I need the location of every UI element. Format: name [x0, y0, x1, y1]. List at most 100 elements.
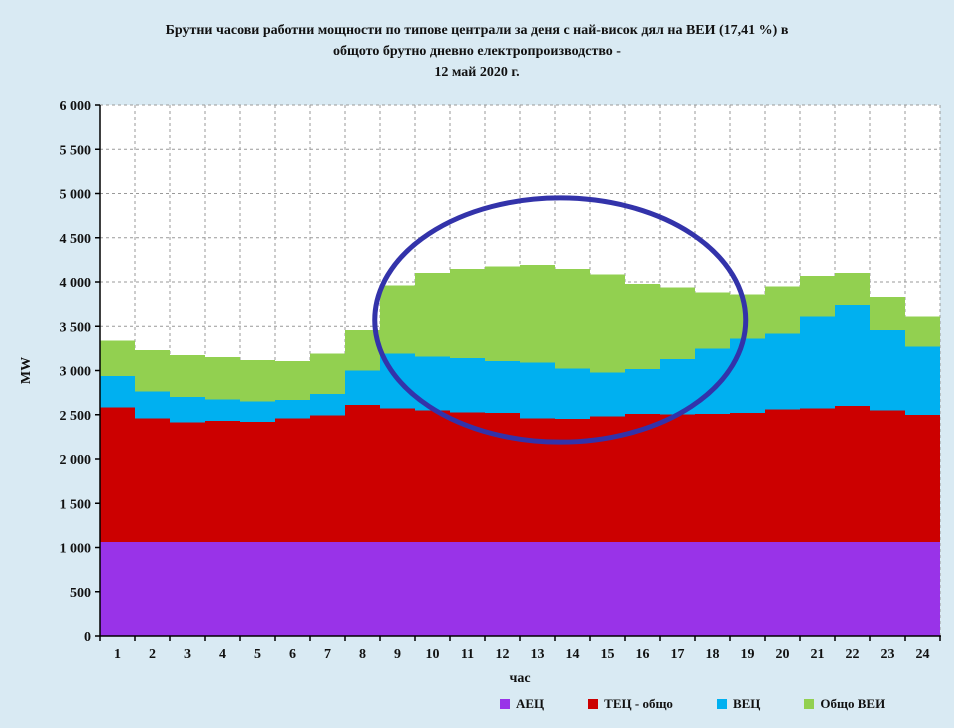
stack-segment-3-hour-19: [730, 338, 765, 413]
stack-segment-4-hour-1: [100, 340, 135, 376]
stack-segment-3-hour-24: [905, 346, 940, 415]
legend-item-Общо-ВЕИ: Общо ВЕИ: [804, 696, 885, 712]
y-tick-label: 500: [70, 586, 91, 601]
x-tick-label: 6: [289, 647, 296, 662]
legend-item-ВЕЦ: ВЕЦ: [716, 696, 761, 712]
x-tick-label: 1: [114, 647, 121, 662]
stack-segment-1-hour-19: [730, 542, 765, 636]
stack-segment-2-hour-10: [415, 410, 450, 543]
stack-segment-1-hour-12: [485, 542, 520, 636]
stack-segment-4-hour-12: [485, 266, 520, 361]
y-tick-label: 6 000: [60, 99, 92, 114]
stack-segment-1-hour-8: [345, 542, 380, 636]
stack-segment-2-hour-14: [555, 419, 590, 543]
stack-segment-1-hour-1: [100, 542, 135, 636]
x-tick-label: 23: [881, 647, 895, 662]
stack-segment-1-hour-3: [170, 542, 205, 636]
stack-segment-4-hour-10: [415, 273, 450, 357]
y-tick-label: 1 000: [60, 542, 92, 557]
stack-segment-3-hour-15: [590, 372, 625, 417]
legend-swatch-icon: [588, 699, 599, 709]
stack-segment-4-hour-22: [835, 273, 870, 306]
legend-item-АЕЦ: АЕЦ: [500, 696, 544, 712]
x-tick-label: 19: [741, 647, 755, 662]
x-tick-label: 12: [496, 647, 510, 662]
legend-item-ТЕЦ-общо: ТЕЦ - общо: [588, 696, 673, 712]
stack-segment-4-hour-14: [555, 269, 590, 369]
stack-segment-3-hour-6: [275, 400, 310, 419]
stack-segment-1-hour-20: [765, 542, 800, 636]
legend-swatch-icon: [804, 699, 815, 709]
stack-segment-3-hour-4: [205, 399, 240, 421]
stack-segment-1-hour-16: [625, 542, 660, 636]
stack-segment-1-hour-21: [800, 542, 835, 636]
stack-segment-2-hour-19: [730, 412, 765, 543]
stack-segment-4-hour-4: [205, 356, 240, 400]
x-tick-label: 5: [254, 647, 261, 662]
legend-swatch-icon: [500, 699, 510, 709]
stack-segment-4-hour-13: [520, 265, 555, 363]
x-tick-label: 24: [916, 647, 930, 662]
x-tick-label: 20: [776, 647, 790, 662]
stack-segment-4-hour-11: [450, 269, 485, 359]
stack-segment-1-hour-6: [275, 542, 310, 636]
y-tick-label: 4 500: [60, 232, 92, 247]
stack-segment-3-hour-21: [800, 316, 835, 409]
stack-segment-4-hour-6: [275, 361, 310, 401]
stack-segment-2-hour-22: [835, 405, 870, 543]
stack-segment-1-hour-13: [520, 542, 555, 636]
stack-segment-4-hour-2: [135, 350, 170, 392]
y-axis-title: MW: [19, 357, 34, 384]
x-tick-label: 7: [324, 647, 331, 662]
stack-segment-1-hour-15: [590, 542, 625, 636]
stack-segment-3-hour-14: [555, 368, 590, 420]
stack-segment-4-hour-21: [800, 275, 835, 317]
y-tick-label: 2 500: [60, 409, 92, 424]
stack-segment-1-hour-24: [905, 542, 940, 636]
chart-title-line3: 12 май 2020 г.: [434, 65, 520, 80]
x-tick-label: 15: [601, 647, 615, 662]
chart-title-line1: Брутни часови работни мощности по типове…: [165, 23, 789, 38]
stack-segment-2-hour-3: [170, 422, 205, 543]
stack-segment-4-hour-16: [625, 284, 660, 370]
x-tick-label: 4: [219, 647, 226, 662]
stack-segment-4-hour-5: [240, 359, 275, 402]
stack-segment-3-hour-11: [450, 358, 485, 413]
stack-segment-1-hour-14: [555, 542, 590, 636]
stack-segment-2-hour-9: [380, 408, 415, 543]
legend-label: ТЕЦ - общо: [604, 696, 673, 711]
legend-swatch-icon: [716, 699, 727, 709]
legend-label: ВЕЦ: [732, 696, 761, 711]
stack-segment-4-hour-18: [695, 292, 730, 349]
stack-segment-1-hour-2: [135, 542, 170, 636]
stack-segment-2-hour-6: [275, 418, 310, 543]
stack-segment-2-hour-8: [345, 405, 380, 543]
x-tick-label: 14: [566, 647, 580, 662]
stack-segment-2-hour-21: [800, 408, 835, 543]
y-tick-label: 5 500: [60, 143, 92, 158]
legend-label: Общо ВЕИ: [820, 696, 886, 711]
legend-label: АЕЦ: [516, 696, 545, 711]
stack-segment-1-hour-17: [660, 542, 695, 636]
stack-segment-3-hour-12: [485, 360, 520, 413]
x-tick-label: 10: [426, 647, 440, 662]
stack-segment-1-hour-18: [695, 542, 730, 636]
stack-segment-1-hour-22: [835, 542, 870, 636]
stack-segment-3-hour-18: [695, 348, 730, 414]
stack-segment-4-hour-24: [905, 316, 940, 347]
y-tick-label: 4 000: [60, 276, 92, 291]
stack-segment-2-hour-11: [450, 412, 485, 543]
stack-segment-3-hour-22: [835, 305, 870, 406]
stack-segment-2-hour-23: [870, 410, 905, 543]
stack-segment-1-hour-23: [870, 542, 905, 636]
stack-segment-3-hour-5: [240, 401, 275, 422]
stack-segment-3-hour-2: [135, 391, 170, 419]
x-tick-label: 9: [394, 647, 401, 662]
x-tick-label: 8: [359, 647, 366, 662]
stack-segment-1-hour-4: [205, 542, 240, 636]
y-tick-label: 1 500: [60, 497, 92, 512]
stack-segment-2-hour-7: [310, 415, 345, 543]
stack-segment-3-hour-3: [170, 397, 205, 423]
stack-segment-2-hour-20: [765, 409, 800, 543]
